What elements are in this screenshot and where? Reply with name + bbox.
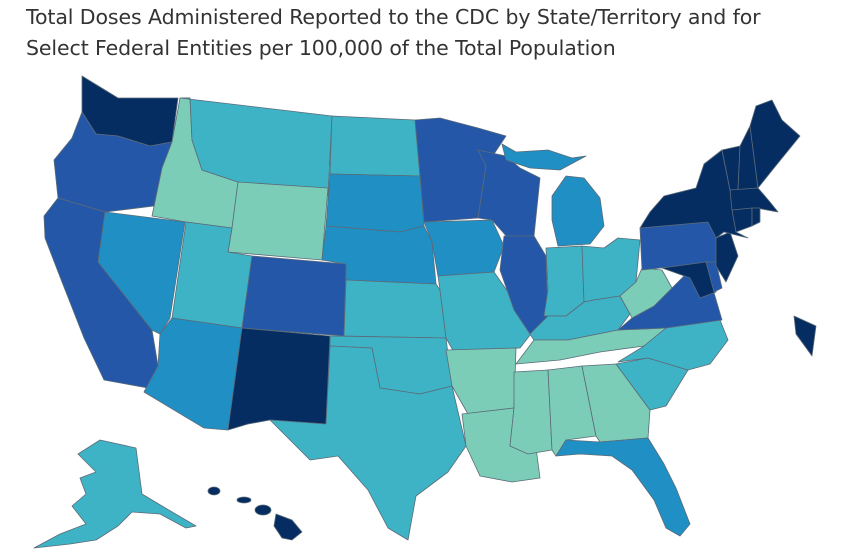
state-AK[interactable] [33, 439, 197, 549]
state-HI-big-island[interactable] [273, 513, 303, 541]
state-KS[interactable] [343, 279, 447, 339]
chart-title-line-1: Total Doses Administered Reported to the… [26, 5, 761, 29]
territory-PR[interactable] [793, 315, 817, 357]
state-WY[interactable] [227, 181, 329, 261]
state-NM[interactable] [227, 327, 331, 431]
state-RI[interactable] [751, 207, 761, 227]
state-MI[interactable] [551, 175, 605, 247]
state-HI-maui[interactable] [254, 504, 272, 516]
chart-title-line-2: Select Federal Entities per 100,000 of t… [26, 36, 616, 60]
state-FL[interactable] [555, 437, 691, 537]
state-SD[interactable] [325, 173, 425, 233]
state-TX[interactable] [269, 345, 467, 541]
state-AZ[interactable] [143, 317, 243, 431]
state-MO[interactable] [437, 271, 535, 353]
state-ME[interactable] [749, 99, 801, 189]
state-DE[interactable] [705, 261, 723, 293]
state-HI-oahu[interactable] [207, 486, 221, 496]
chart-title: Total Doses Administered Reported to the… [26, 2, 846, 64]
state-CO[interactable] [241, 255, 347, 337]
state-WV[interactable] [619, 267, 673, 319]
state-HI-molokai[interactable] [236, 496, 252, 504]
state-MD[interactable] [661, 261, 717, 299]
state-IA[interactable] [423, 219, 505, 277]
state-IN[interactable] [543, 245, 585, 317]
state-ND[interactable] [329, 115, 421, 177]
state-NJ[interactable] [715, 231, 739, 283]
state-MI-upper[interactable] [501, 143, 587, 171]
state-NC[interactable] [617, 319, 729, 371]
state-MS[interactable] [509, 369, 553, 455]
state-CT[interactable] [731, 207, 753, 233]
